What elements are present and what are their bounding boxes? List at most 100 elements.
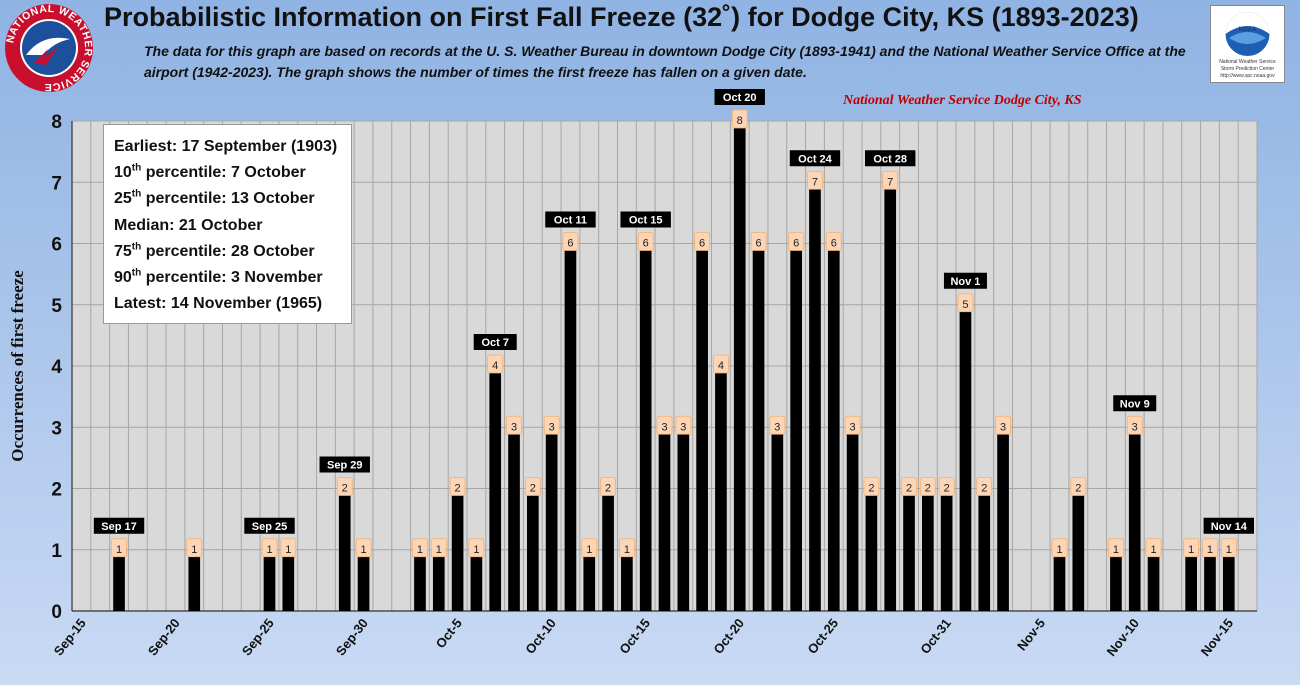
value-label-box xyxy=(562,232,579,251)
date-annotation-box xyxy=(865,150,916,167)
freeze-bar xyxy=(470,549,483,611)
value-label-box xyxy=(506,415,522,435)
date-annotation: Nov 1 xyxy=(950,276,980,288)
value-label: 2 xyxy=(1075,483,1081,495)
value-label: 1 xyxy=(1188,544,1194,556)
value-label-box xyxy=(618,538,635,558)
value-label-box xyxy=(581,538,598,558)
value-label-box xyxy=(694,232,711,251)
value-label: 6 xyxy=(567,238,573,250)
freeze-bar xyxy=(809,182,821,611)
freeze-bar xyxy=(997,427,1009,611)
freeze-bar xyxy=(677,427,690,611)
value-label: 1 xyxy=(360,544,366,556)
value-label-box xyxy=(882,170,899,190)
freeze-bar xyxy=(527,488,539,611)
value-label: 3 xyxy=(680,421,686,433)
freeze-bar xyxy=(922,488,934,611)
value-label: 3 xyxy=(774,421,780,433)
noaa-caption-1: National Weather Service xyxy=(1219,59,1276,65)
x-tick-label: Nov-5 xyxy=(1014,616,1048,654)
value-label: 3 xyxy=(661,421,667,433)
freeze-bar xyxy=(903,488,915,611)
date-annotation: Oct 28 xyxy=(873,153,907,165)
bars xyxy=(113,121,1235,611)
freeze-bar xyxy=(545,427,558,611)
value-label-box xyxy=(336,477,353,496)
freeze-bar xyxy=(113,549,125,611)
date-annotation: Nov 9 xyxy=(1120,398,1150,410)
value-label: 1 xyxy=(1207,544,1213,556)
freeze-bar xyxy=(978,488,991,611)
freeze-bar xyxy=(1222,549,1235,611)
stat-90th-percentile: 90th percentile: 3 November xyxy=(114,267,323,286)
freeze-bar xyxy=(715,366,727,611)
date-annotation: Oct 20 xyxy=(723,92,757,104)
value-label: 3 xyxy=(511,421,517,433)
value-label: 3 xyxy=(549,421,555,433)
y-tick-label: 1 xyxy=(51,541,62,562)
value-label: 5 xyxy=(962,299,968,311)
x-tick-label: Sep-20 xyxy=(145,616,183,659)
value-label-box xyxy=(468,538,485,558)
x-tick-label: Oct-25 xyxy=(804,616,841,657)
freeze-bar xyxy=(940,488,953,611)
y-tick-label: 6 xyxy=(51,235,62,256)
value-label: 2 xyxy=(455,483,461,495)
x-tick-label: Nov-10 xyxy=(1104,616,1143,659)
freeze-bar xyxy=(846,427,859,611)
freeze-bar xyxy=(959,304,972,611)
freeze-bar xyxy=(1072,488,1085,611)
freeze-bar xyxy=(827,243,840,611)
value-labels: 1 1 1 1 2 1 1 1 2 1 4 3 2 3 6 1 2 1 6 3 3 6 4 8 6 3 6 7 6 3 2 7 2 2 2 5 2 3 1 2… xyxy=(111,109,1237,558)
date-annotation: Nov 14 xyxy=(1211,521,1248,533)
value-label: 2 xyxy=(944,483,950,495)
value-label-box xyxy=(111,538,127,558)
value-label-box xyxy=(750,232,767,251)
date-annotation-box xyxy=(1203,517,1254,534)
date-annotations: Sep 17 Sep 25 Sep 29 Oct 7 Oct 11 Oct 15 Oct 2… xyxy=(93,89,1254,534)
date-annotation-box xyxy=(1113,395,1157,412)
y-tick-label: 7 xyxy=(51,173,62,194)
value-label: 7 xyxy=(887,176,893,188)
value-label-box xyxy=(430,538,447,558)
value-label: 8 xyxy=(737,115,743,127)
x-tick-label: Nov-15 xyxy=(1198,616,1237,659)
value-label: 3 xyxy=(1132,421,1138,433)
freeze-bar xyxy=(752,243,765,611)
freeze-bar xyxy=(583,549,596,611)
noaa-caption-3: http://www.spc.noaa.gov xyxy=(1220,73,1275,79)
nws-credit: National Weather Service Dodge City, KS xyxy=(843,93,1082,108)
date-annotation: Oct 15 xyxy=(629,215,663,227)
stat-25th-percentile: 25th percentile: 13 October xyxy=(114,189,315,208)
freeze-bar xyxy=(1110,549,1122,611)
value-label-box xyxy=(1202,538,1218,558)
date-annotation-box xyxy=(244,517,295,534)
value-label-box xyxy=(524,477,541,496)
value-label: 6 xyxy=(831,238,837,250)
value-label-box xyxy=(863,477,880,496)
noaa-caption-2: Storm Prediction Center xyxy=(1220,66,1275,72)
value-label: 1 xyxy=(586,544,592,556)
date-annotation-box xyxy=(545,211,596,228)
noaa-logo: NOAA National Weather Service Storm Pred… xyxy=(1210,5,1285,83)
value-label-box xyxy=(1220,538,1237,558)
value-label-box xyxy=(675,415,692,435)
value-label-box xyxy=(280,538,297,558)
x-tick-label: Oct-5 xyxy=(433,616,465,651)
value-label-box xyxy=(788,232,805,251)
value-label: 1 xyxy=(473,544,479,556)
stat-latest: Latest: 14 November (1965) xyxy=(114,295,323,313)
value-label-box xyxy=(600,477,616,496)
nws-logo: NATIONAL WEATHER SERVICE xyxy=(4,3,93,93)
freeze-bar xyxy=(621,549,633,611)
freeze-bar xyxy=(602,488,614,611)
value-label-box xyxy=(1126,415,1143,435)
value-label-box xyxy=(1183,538,1200,558)
value-label: 1 xyxy=(285,544,291,556)
value-label-box xyxy=(261,538,278,558)
value-label-box xyxy=(412,538,428,558)
freeze-bar xyxy=(414,549,426,611)
value-label: 1 xyxy=(1056,544,1062,556)
y-tick-label: 2 xyxy=(51,480,62,501)
